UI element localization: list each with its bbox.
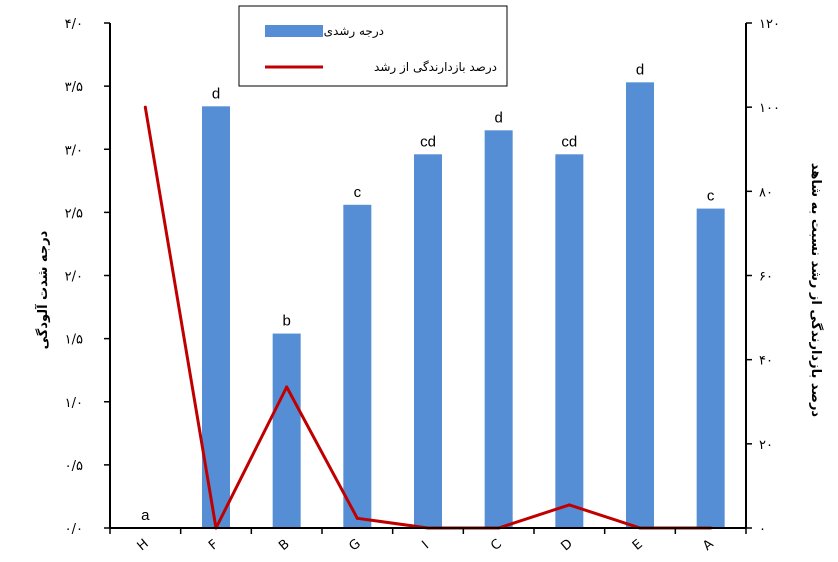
left-axis-ticks: ۰/۰ ۰/۵ ۱/۰ ۱/۵ ۲/۰ ۲/۵ ۳/۰ ۳/۵ ۴/۰ [65,17,110,537]
bar-letter-G: c [354,184,362,201]
x-tick-label-C: C [488,537,505,554]
bar-C [484,130,513,528]
x-tick-label-D: D [558,536,575,554]
line-point-H [143,105,147,109]
right-tick-label: ۶۰ [759,270,773,285]
bar-A [696,208,725,528]
right-tick-label: ۱۰۰ [759,101,780,116]
x-tick-label-E: E [630,537,646,554]
x-tick-label-A: A [700,537,717,554]
right-tick-label: ۰ [759,522,766,537]
right-axis-title: درصد بازدارندگی از رشد نسبت به شاهد [808,163,824,418]
bar-letter-A: c [707,188,715,205]
line-point-B [285,385,289,389]
x-tick-label-F: F [206,537,221,553]
bar-G [343,204,372,529]
right-tick-label: ۲۰ [759,438,773,453]
bar-group [202,82,725,529]
legend-line-label: درصد بازدارندگی از رشد [374,60,497,75]
left-tick-label: ۴/۰ [65,17,83,32]
left-tick-label: ۳/۵ [65,80,83,95]
bar-B [272,333,301,528]
right-tick-label: ۸۰ [759,185,773,200]
bar-letter-F: d [212,85,220,102]
line-point-G [355,516,359,520]
bar-I [414,154,442,529]
legend-bar-label: درجه رشدی [324,24,384,39]
bar-D [555,154,584,529]
bar-letter-D: cd [561,133,577,150]
bar-label-group: a d b c cd d cd d c [141,61,715,524]
bar-E [626,82,654,529]
legend-box [238,5,508,87]
right-tick-label: ۴۰ [759,354,773,369]
bar-letter-C: d [494,109,502,126]
left-tick-label: ۲/۰ [65,270,83,285]
legend-bar-swatch [265,25,323,37]
left-tick-label: ۳/۰ [65,143,83,158]
x-tick-label-I: I [419,538,432,552]
left-tick-label: ۱/۰ [65,396,83,411]
bar-letter-H: a [141,507,150,524]
left-tick-label: ۲/۵ [65,206,83,221]
left-tick-label: ۱/۵ [65,333,83,348]
bar-letter-B: b [282,313,290,330]
left-axis-title: درجه شدت آلودگی [34,230,51,349]
bar-letter-I: cd [420,133,436,150]
bar-letter-E: d [636,61,644,78]
bar-F [202,106,230,528]
x-tick-label-H: H [135,536,152,554]
right-axis-ticks: ۰ ۲۰ ۴۰ ۶۰ ۸۰ ۱۰۰ ۱۲۰ [746,17,780,537]
line-point-D [567,503,571,507]
left-tick-label: ۰/۰ [65,522,83,537]
x-tick-label-G: G [346,536,363,554]
left-tick-label: ۰/۵ [65,459,83,474]
right-tick-label: ۱۲۰ [759,17,780,32]
legend: درجه رشدی درصد بازدارندگی از رشد [238,5,508,87]
x-tick-label-B: B [276,537,292,554]
